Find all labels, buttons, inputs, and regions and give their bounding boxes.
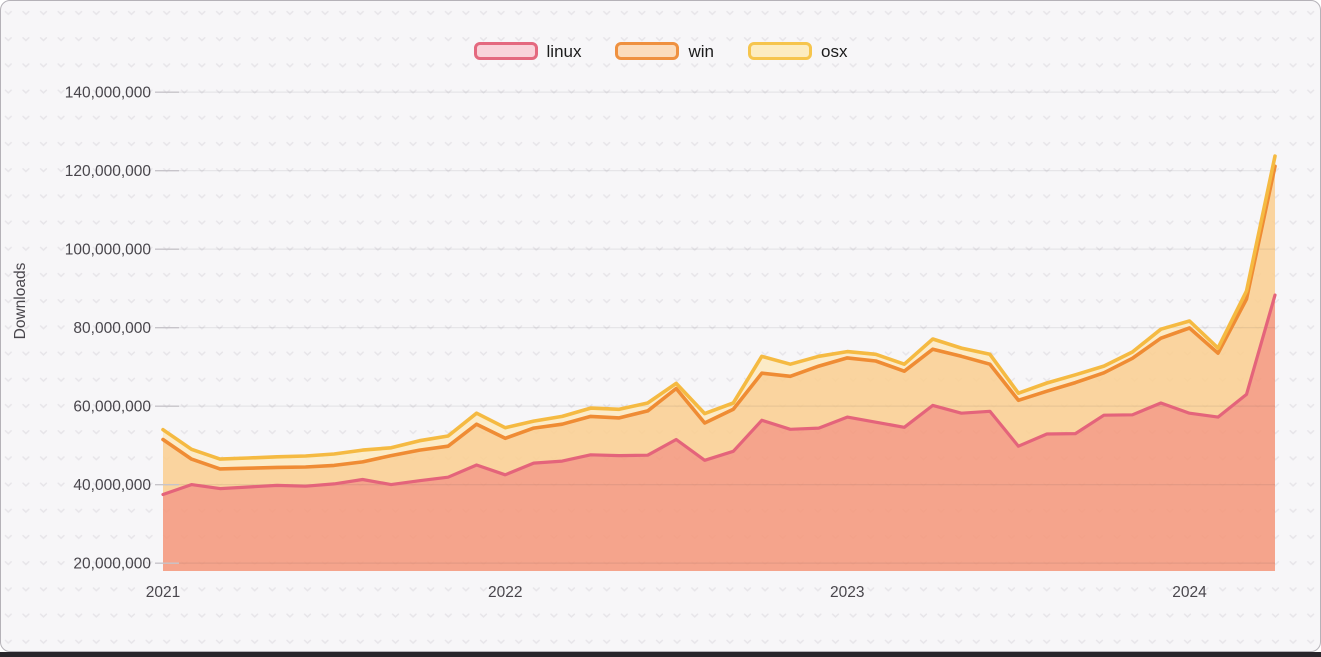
legend-label-osx: osx xyxy=(821,41,848,61)
y-tick-label: 40,000,000 xyxy=(73,477,151,494)
series-areas xyxy=(163,156,1275,571)
x-axis-labels: 2021 2022 2023 2024 xyxy=(146,584,1207,601)
x-tick-label-2024: 2024 xyxy=(1172,584,1207,601)
area-linux[interactable] xyxy=(163,295,1275,571)
y-tick-label: 100,000,000 xyxy=(65,242,152,259)
y-tick-label: 140,000,000 xyxy=(65,85,152,102)
gridlines xyxy=(155,91,1275,564)
window-bottom-edge xyxy=(0,652,1321,657)
y-axis-title: Downloads xyxy=(12,262,29,339)
y-tick-label: 80,000,000 xyxy=(73,320,151,337)
legend-swatch-win xyxy=(615,42,680,60)
legend-label-linux: linux xyxy=(546,41,582,61)
legend: linux win osx xyxy=(1,42,1320,60)
x-tick-label-2023: 2023 xyxy=(830,584,864,601)
legend-item-win[interactable]: win xyxy=(615,42,714,60)
y-tick-label: 120,000,000 xyxy=(65,163,152,180)
legend-item-osx[interactable]: osx xyxy=(748,42,847,60)
line-win[interactable] xyxy=(161,164,1277,471)
legend-swatch-osx xyxy=(748,42,812,60)
line-linux[interactable] xyxy=(161,293,1277,497)
y-tick-label: 20,000,000 xyxy=(73,556,151,573)
x-tick-label-2021: 2021 xyxy=(146,584,180,601)
y-axis-labels: 20,000,000 40,000,000 60,000,000 80,000,000… xyxy=(65,85,152,573)
area-win[interactable] xyxy=(163,166,1275,495)
line-osx[interactable] xyxy=(161,154,1277,461)
legend-label-win: win xyxy=(688,41,714,61)
series-lines xyxy=(161,154,1277,497)
legend-item-linux[interactable]: linux xyxy=(473,41,582,61)
y-tick-label: 60,000,000 xyxy=(73,399,151,416)
legend-swatch-linux xyxy=(473,42,538,60)
x-tick-label-2022: 2022 xyxy=(488,584,522,601)
